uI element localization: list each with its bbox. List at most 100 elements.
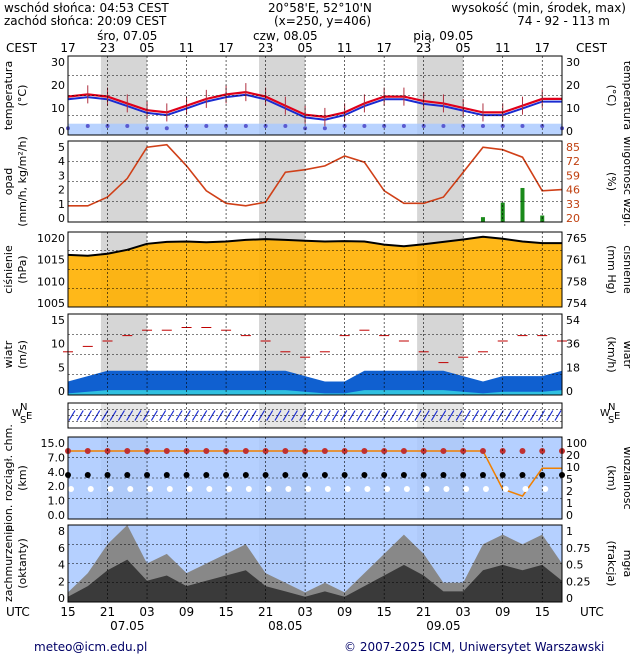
top-hour-label: 23 <box>258 41 273 55</box>
sunset-text: zachód słońca: 20:09 CEST <box>4 14 167 28</box>
top-hour-label: 05 <box>297 41 312 55</box>
top-timezone-right: CEST <box>576 41 608 55</box>
dew-point-marker <box>85 123 90 128</box>
wind-arrow <box>480 410 488 421</box>
visibility-tick: 10 <box>566 461 580 474</box>
wind-tick-right: 18 <box>566 361 580 374</box>
cloud-low-marker <box>285 486 292 492</box>
pressure-tick-right: 765 <box>566 232 587 245</box>
cloud-tick-left: 0.0 <box>48 509 66 522</box>
cloud-low-marker <box>127 486 134 492</box>
cloud-low-marker <box>443 486 450 492</box>
cloud-low-marker <box>482 486 489 492</box>
bottom-hour-label: 21 <box>258 605 273 619</box>
sunrise-text: wschód słońca: 04:53 CEST <box>4 1 169 15</box>
cloud-low-marker <box>147 486 154 492</box>
temp-left-unit: (°C) <box>16 85 29 107</box>
bottom-hour-label: 09 <box>179 605 194 619</box>
cloud-tick-left: 2.0 <box>48 480 66 493</box>
cloud-low-marker <box>87 486 94 492</box>
dew-point-marker <box>480 123 485 128</box>
wind-arrow <box>299 410 307 421</box>
wind-gust-area <box>68 370 562 395</box>
temp-below-zero-area <box>68 123 562 135</box>
email-link[interactable]: meteo@icm.edu.pl <box>34 640 148 654</box>
cloud-low-marker <box>364 486 371 492</box>
cloud-low-marker <box>265 486 272 492</box>
cloud-tick-left: 1.0 <box>48 495 66 508</box>
dew-point-marker <box>322 126 327 131</box>
wind-arrow <box>167 410 175 421</box>
cloud-low-marker <box>502 486 509 492</box>
top-hour-label: 23 <box>416 41 431 55</box>
visibility-line <box>68 450 562 497</box>
precip-left-unit: (mm/h, kg/m²/h) <box>16 136 29 227</box>
bottom-hour-label: 21 <box>100 605 115 619</box>
wind-low-area <box>68 390 562 395</box>
panel-frame-pressure <box>67 231 563 308</box>
clouds-right-title: widzialność <box>621 446 630 509</box>
cloud-top-marker <box>242 448 249 454</box>
temp-right-unit: (°C) <box>605 85 618 107</box>
visibility-tick: 20 <box>566 449 580 462</box>
top-day-2: czw, 08.05 <box>253 29 318 43</box>
cloud-low-marker <box>463 486 470 492</box>
cloud-base-marker <box>84 472 91 478</box>
top-hour-label: 17 <box>377 41 392 55</box>
perceived-temperature-line <box>67 93 562 121</box>
humidity-line <box>68 143 563 207</box>
dew-point-marker <box>520 123 525 128</box>
humidity-tick: 46 <box>566 184 580 197</box>
temp-tick-right: 0 <box>566 125 573 138</box>
temp-tick-right: 30 <box>566 56 580 69</box>
cloud-base-marker <box>282 472 289 478</box>
top-hour-label: 11 <box>179 41 194 55</box>
cloud-low-marker <box>226 486 233 492</box>
wind-arrow <box>282 410 290 421</box>
precip-bar <box>520 187 525 222</box>
cover-tick-left: 2 <box>58 575 65 588</box>
compass-w-left: W <box>12 408 22 419</box>
dew-point-marker <box>362 123 367 128</box>
bottom-hour-label: 21 <box>416 605 431 619</box>
temp-tick-left: 10 <box>51 102 65 115</box>
top-day-1: śro, 07.05 <box>97 29 157 43</box>
cloud-low-marker <box>423 486 430 492</box>
humidity-tick: 72 <box>566 155 580 168</box>
bottom-hour-label: 15 <box>535 605 550 619</box>
bottom-hour-label: 15 <box>218 605 233 619</box>
bottom-hour-label: 09 <box>337 605 352 619</box>
clouds-left-unit: (km) <box>16 465 29 491</box>
wind-arrow <box>307 410 315 421</box>
temp-tick-left: 0 <box>58 125 65 138</box>
fog-left-unit: (oktanty) <box>16 538 29 589</box>
visibility-tick: 100 <box>566 437 587 450</box>
cloud-low-marker <box>562 486 568 492</box>
cloud-base-marker <box>124 472 131 478</box>
wind-arrow <box>200 410 208 421</box>
visibility-tick: 1 <box>566 497 573 510</box>
cover-tick-left: 8 <box>58 525 65 538</box>
cloud-base-marker <box>203 472 210 478</box>
compass-n-right: N <box>608 402 615 413</box>
temp-tick-left: 30 <box>51 56 65 69</box>
wind-arrow <box>439 410 447 421</box>
wind-arrow <box>447 410 455 421</box>
temp-tick-right: 20 <box>566 79 580 92</box>
precip-bar <box>500 202 505 222</box>
cloud-top-marker <box>282 448 289 454</box>
humidity-tick: 20 <box>566 212 580 225</box>
wind-right-unit: (km/h) <box>605 336 618 372</box>
cloud-tick-left: 4.0 <box>48 466 66 479</box>
cover-tick-left: 4 <box>58 559 65 572</box>
top-hour-label: 05 <box>456 41 471 55</box>
winddir-bg <box>68 403 562 428</box>
temperature-line <box>67 90 562 119</box>
wind-arrow <box>315 410 323 421</box>
bottom-hour-label: 15 <box>377 605 392 619</box>
bottom-hour-label: 03 <box>297 605 312 619</box>
dew-point-marker <box>401 123 406 128</box>
precip-tick: 1 <box>58 198 65 211</box>
cloud-top-marker <box>163 448 170 454</box>
cover-tick-left: 0 <box>58 592 65 605</box>
